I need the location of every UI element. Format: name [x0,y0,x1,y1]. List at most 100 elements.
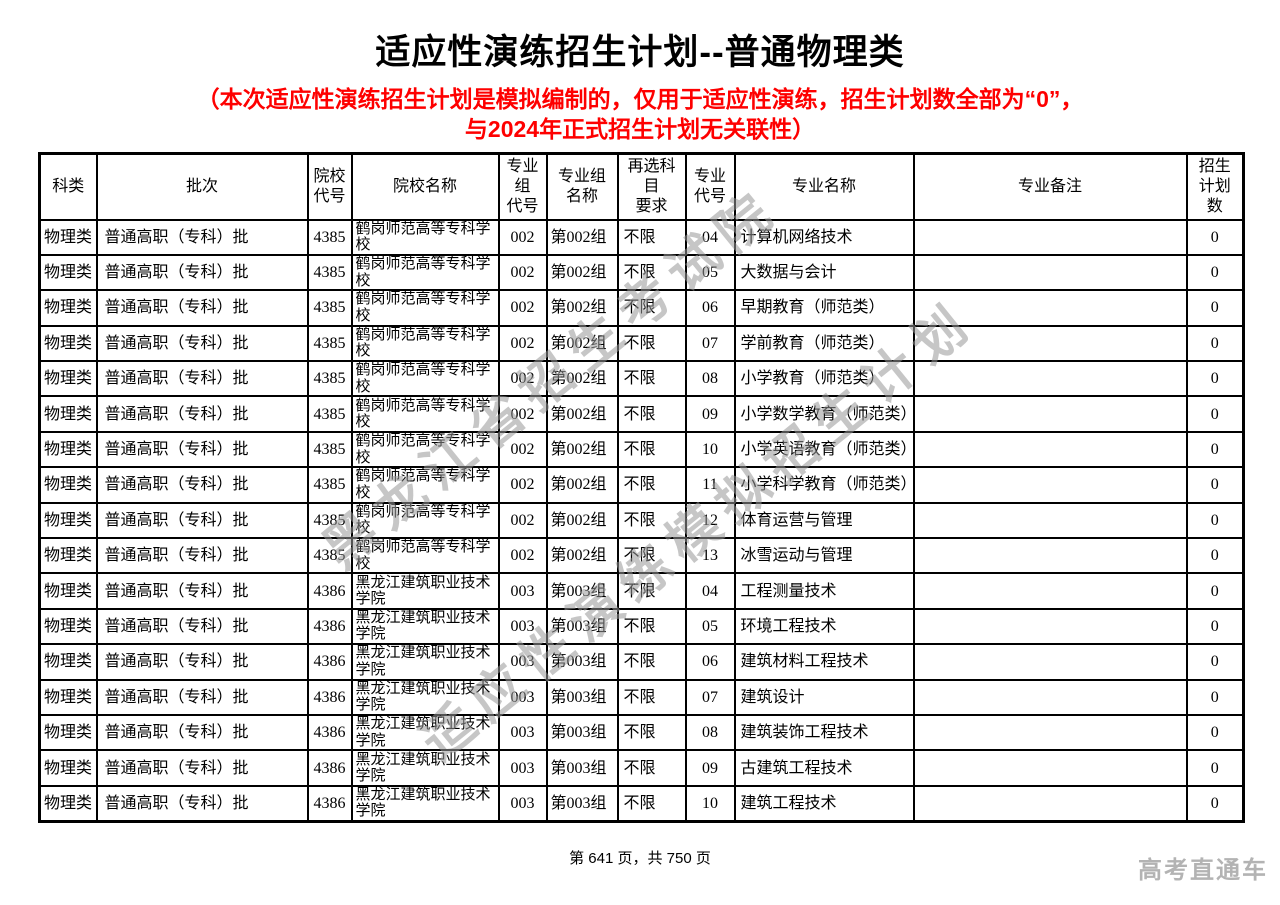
column-header: 专业组 代号 [497,152,548,221]
table-cell: 物理类 [38,537,98,575]
table-row: 物理类 普通高职（专科）批 4385 鹤岗师范高等专科学校 002 第002组 不限 04 计算… [38,218,1245,256]
column-header: 招生 计划 数 [1185,152,1245,221]
table-cell: 0 [1185,678,1245,716]
column-header: 院校 代号 [306,152,353,221]
table-cell: 0 [1185,643,1245,681]
table-cell: 002 [497,466,548,504]
table-cell: 10 [684,784,736,823]
table-cell: 普通高职（专科）批 [95,537,309,575]
column-header: 专业 代号 [684,152,736,221]
table-cell: 002 [497,253,548,292]
table-cell: 物理类 [38,466,98,504]
table-cell: 小学教育（师范类） [733,360,915,398]
table-cell: 07 [684,678,736,716]
table-cell: 09 [684,749,736,787]
table-cell: 第002组 [545,537,619,575]
table-cell: 黑龙江建筑职业技术学院 [350,749,500,787]
table-cell: 003 [497,678,548,716]
table-cell: 鹤岗师范高等专科学校 [350,537,500,575]
table-cell: 学前教育（师范类） [733,324,915,363]
table-cell: 鹤岗师范高等专科学校 [350,218,500,256]
table-cell [912,643,1188,681]
table-cell [912,218,1188,256]
table-cell: 002 [497,360,548,398]
table-cell: 不限 [616,395,687,433]
table-cell: 普通高职（专科）批 [95,466,309,504]
table-cell: 0 [1185,324,1245,363]
table-cell: 06 [684,643,736,681]
table-cell: 003 [497,607,548,646]
table-cell: 不限 [616,289,687,327]
table-cell: 物理类 [38,501,98,540]
subtitle-line-1: （本次适应性演练招生计划是模拟编制的，仅用于适应性演练，招生计划数全部为“0”， [196,86,1084,112]
table-cell: 4385 [306,360,353,398]
table-cell: 物理类 [38,749,98,787]
table-row: 物理类 普通高职（专科）批 4386 黑龙江建筑职业技术学院 003 第003组 不限 05 环… [38,607,1245,646]
table-cell: 大数据与会计 [733,253,915,292]
page-title: 适应性演练招生计划--普通物理类 [375,33,905,72]
table-row: 物理类 普通高职（专科）批 4385 鹤岗师范高等专科学校 002 第002组 不限 07 学前… [38,324,1245,363]
column-header: 再选科目 要求 [616,152,687,221]
table-row: 物理类 普通高职（专科）批 4385 鹤岗师范高等专科学校 002 第002组 不限 05 大数… [38,253,1245,292]
table-cell: 黑龙江建筑职业技术学院 [350,572,500,610]
brand-watermark: 高考直通车 [1138,857,1268,884]
table-cell: 普通高职（专科）批 [95,607,309,646]
table-cell: 鹤岗师范高等专科学校 [350,466,500,504]
table-cell: 小学数学教育（师范类） [733,395,915,433]
table-cell: 第003组 [545,678,619,716]
table-cell: 0 [1185,784,1245,823]
table-cell: 002 [497,289,548,327]
table-cell: 鹤岗师范高等专科学校 [350,395,500,433]
table-cell: 普通高职（专科）批 [95,678,309,716]
table-cell: 普通高职（专科）批 [95,395,309,433]
table-cell: 003 [497,572,548,610]
table-cell: 黑龙江建筑职业技术学院 [350,607,500,646]
table-cell [912,360,1188,398]
table-cell: 第002组 [545,289,619,327]
table-cell: 不限 [616,643,687,681]
table-cell: 不限 [616,713,687,752]
table-cell [912,784,1188,823]
table-cell: 08 [684,360,736,398]
table-cell: 0 [1185,607,1245,646]
table-cell: 4386 [306,784,353,823]
table-cell: 第002组 [545,466,619,504]
table-cell: 黑龙江建筑职业技术学院 [350,678,500,716]
table-cell: 11 [684,466,736,504]
table-cell: 物理类 [38,643,98,681]
table-cell: 黑龙江建筑职业技术学院 [350,713,500,752]
table-cell: 09 [684,395,736,433]
column-header: 专业备注 [912,152,1188,221]
table-cell: 第002组 [545,324,619,363]
table-cell: 普通高职（专科）批 [95,253,309,292]
table-cell: 第003组 [545,643,619,681]
table-cell: 普通高职（专科）批 [95,289,309,327]
table-cell: 第003组 [545,749,619,787]
table-cell: 4385 [306,395,353,433]
table-cell: 002 [497,395,548,433]
table-cell [912,430,1188,469]
table-cell: 4385 [306,430,353,469]
table-cell: 普通高职（专科）批 [95,218,309,256]
table-cell: 冰雪运动与管理 [733,537,915,575]
table-cell: 物理类 [38,324,98,363]
table-cell: 物理类 [38,360,98,398]
table-cell: 小学科学教育（师范类） [733,466,915,504]
table-cell: 不限 [616,466,687,504]
table-cell: 0 [1185,501,1245,540]
table-cell: 不限 [616,430,687,469]
table-row: 物理类 普通高职（专科）批 4386 黑龙江建筑职业技术学院 003 第003组 不限 04 工… [38,572,1245,610]
table-cell: 4385 [306,218,353,256]
table-cell: 第002组 [545,218,619,256]
table-cell: 物理类 [38,395,98,433]
table-row: 物理类 普通高职（专科）批 4385 鹤岗师范高等专科学校 002 第002组 不限 11 小学… [38,466,1245,504]
table-cell: 物理类 [38,430,98,469]
table-cell: 古建筑工程技术 [733,749,915,787]
table-cell: 4386 [306,713,353,752]
table-cell: 0 [1185,713,1245,752]
table-cell: 0 [1185,749,1245,787]
table-cell: 不限 [616,607,687,646]
column-header: 科类 [38,152,98,221]
header-row: 科类 批次 院校 代号 院校名称 专业组 代号 专业组 名称 再选科目 要求 专业 代号 专业名… [38,152,1245,221]
table-cell: 第002组 [545,253,619,292]
